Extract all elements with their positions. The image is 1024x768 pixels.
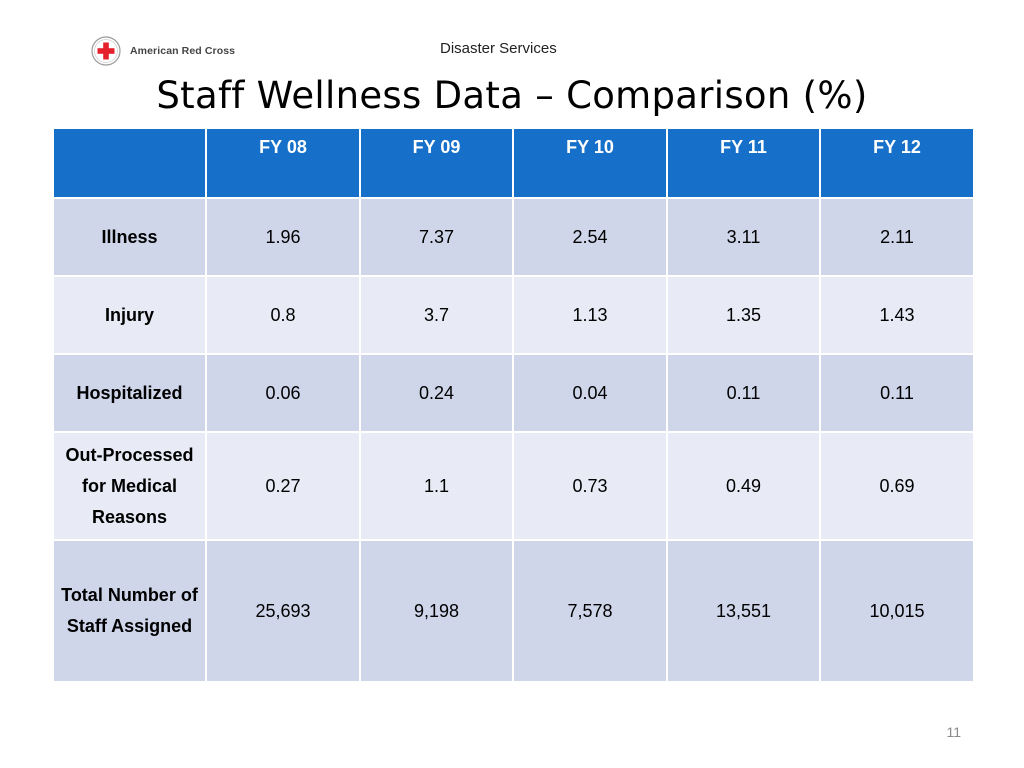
table-cell: 0.24 [359,353,514,433]
page-number: 11 [946,724,961,740]
column-header: FY 10 [512,127,668,199]
table-cell: 0.49 [666,431,821,541]
table-cell: 3.7 [359,275,514,355]
table-row: Total Number of Staff Assigned 25,693 9,… [52,539,975,683]
table-cell: 2.11 [819,197,975,277]
column-header: FY 12 [819,127,975,199]
table-cell: 10,015 [819,539,975,683]
table-cell: 0.06 [205,353,361,433]
department-label: Disaster Services [440,40,557,57]
table-cell: 0.73 [512,431,668,541]
table-cell: 7.37 [359,197,514,277]
column-header: FY 09 [359,127,514,199]
table-cell: 25,693 [205,539,361,683]
table-row: Out-Processed for Medical Reasons 0.27 1… [52,431,975,541]
row-label: Out-Processed for Medical Reasons [52,431,207,541]
row-label: Hospitalized [52,353,207,433]
row-label: Illness [52,197,207,277]
table-cell: 1.96 [205,197,361,277]
table-cell: 0.69 [819,431,975,541]
table-cell: 0.11 [666,353,821,433]
table-cell: 7,578 [512,539,668,683]
slide-title: Staff Wellness Data – Comparison (%) [156,74,868,117]
column-header: FY 08 [205,127,361,199]
table-cell: 9,198 [359,539,514,683]
row-label: Injury [52,275,207,355]
table-cell: 1.1 [359,431,514,541]
table-cell: 0.11 [819,353,975,433]
table-cell: 2.54 [512,197,668,277]
red-cross-logo: American Red Cross [91,36,235,66]
table-cell: 1.13 [512,275,668,355]
row-label: Total Number of Staff Assigned [52,539,207,683]
table-cell: 0.04 [512,353,668,433]
table-row: Illness 1.96 7.37 2.54 3.11 2.11 [52,197,975,277]
table-row: Hospitalized 0.06 0.24 0.04 0.11 0.11 [52,353,975,433]
red-cross-icon [91,36,121,66]
table-cell: 1.35 [666,275,821,355]
table-header-row: FY 08 FY 09 FY 10 FY 11 FY 12 [52,127,975,199]
header-corner [52,127,207,199]
wellness-table: FY 08 FY 09 FY 10 FY 11 FY 12 Illness 1.… [52,127,975,683]
table-row: Injury 0.8 3.7 1.13 1.35 1.43 [52,275,975,355]
table-cell: 3.11 [666,197,821,277]
column-header: FY 11 [666,127,821,199]
table-cell: 0.8 [205,275,361,355]
logo-text: American Red Cross [130,45,236,57]
table-cell: 1.43 [819,275,975,355]
table-cell: 0.27 [205,431,361,541]
table-cell: 13,551 [666,539,821,683]
